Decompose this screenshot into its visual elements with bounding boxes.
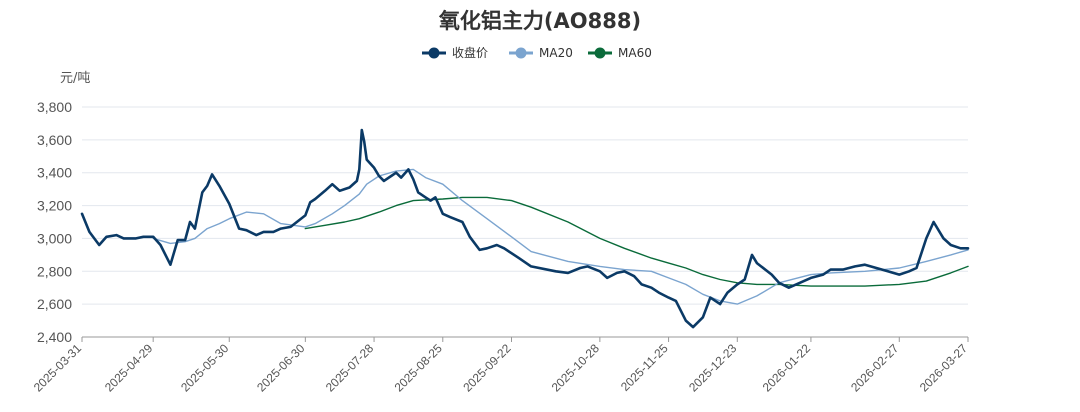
- legend-label-ma20: MA20: [539, 46, 573, 60]
- x-tick-label: 2025-08-25: [392, 341, 446, 395]
- y-tick-label: 3,600: [37, 132, 72, 148]
- grid-lines: [82, 106, 968, 338]
- x-tick-label: 2025-03-31: [31, 341, 85, 395]
- x-tick-label: 2026-02-27: [848, 341, 902, 395]
- x-axis: 2025-03-31 2025-04-29 2025-05-30 2025-06-30…: [31, 336, 971, 395]
- y-tick-label: 3,800: [37, 99, 72, 115]
- x-tick-label: 2026-03-27: [917, 341, 971, 395]
- y-tick-label: 2,800: [37, 263, 72, 279]
- legend: 收盘价 MA20 MA60: [422, 45, 652, 60]
- x-tick-label: 2026-01-22: [760, 341, 814, 395]
- legend-marker-ma20: [515, 47, 527, 59]
- y-tick-label: 3,000: [37, 230, 72, 246]
- x-tick-label: 2025-07-28: [323, 341, 377, 395]
- y-axis-unit: 元/吨: [60, 71, 90, 86]
- y-axis-ticks: 2,400 2,600 2,800 3,000 3,200 3,400 3,600 3,800: [37, 99, 72, 345]
- y-tick-label: 3,400: [37, 165, 72, 181]
- x-tick-label: 2025-06-30: [254, 341, 308, 395]
- chart-title: 氧化铝主力(AO888): [439, 9, 641, 33]
- x-tick-label: 2025-11-25: [618, 341, 671, 394]
- y-tick-label: 2,600: [37, 296, 72, 312]
- x-tick-label: 2025-04-29: [102, 341, 156, 395]
- legend-label-close: 收盘价: [452, 45, 488, 60]
- x-tick-label: 2025-10-28: [549, 341, 603, 395]
- legend-label-ma60: MA60: [618, 46, 652, 60]
- series-line-ma20: [152, 168, 969, 305]
- series-lines: [80, 128, 970, 329]
- legend-item-ma20[interactable]: MA20: [509, 46, 573, 60]
- y-tick-label: 2,400: [37, 329, 72, 345]
- x-tick-label: 2025-09-22: [460, 341, 514, 395]
- series-line-ma60: [304, 196, 969, 287]
- x-tick-label: 2025-12-23: [686, 341, 740, 395]
- legend-marker-ma60: [594, 47, 606, 59]
- series-line-close: [80, 128, 970, 329]
- y-tick-label: 3,200: [37, 198, 72, 214]
- legend-item-ma60[interactable]: MA60: [588, 46, 652, 60]
- x-tick-label: 2025-05-30: [178, 341, 232, 395]
- legend-item-close[interactable]: 收盘价: [422, 45, 488, 60]
- legend-marker-close: [428, 47, 440, 59]
